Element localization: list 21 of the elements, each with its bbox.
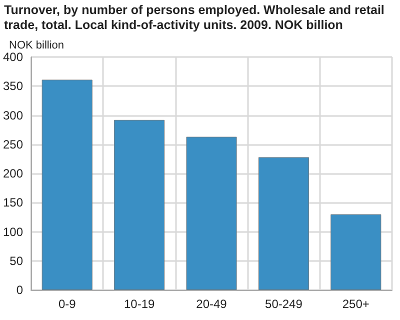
y-axis-title: NOK billion (9, 40, 64, 52)
y-tick-label: 100 (2, 224, 24, 239)
x-tick-label: 250+ (342, 297, 370, 311)
y-tick-label: 150 (2, 196, 24, 210)
x-tick-label: 20-49 (196, 297, 228, 311)
bar (114, 120, 165, 290)
chart-title: Turnover, by number of persons employed. Wholesale and retail trade, total. Local kind-of-activity units. 2009. NOK billion (3, 2, 386, 34)
y-tick-label: 200 (2, 166, 24, 180)
x-tick-label: 0-9 (58, 297, 76, 311)
bar (258, 157, 309, 290)
y-tick-label: 0 (16, 283, 24, 297)
y-tick-label: 50 (10, 254, 24, 268)
y-tick-label: 250 (2, 137, 24, 152)
bar (42, 80, 92, 290)
y-tick-label: 350 (2, 79, 24, 94)
bar (186, 136, 237, 290)
bar (330, 214, 382, 290)
x-tick-label: 10-19 (124, 297, 155, 311)
y-tick-label: 400 (2, 50, 24, 64)
x-tick-label: 50-249 (265, 297, 303, 311)
y-tick-label: 300 (2, 108, 24, 122)
